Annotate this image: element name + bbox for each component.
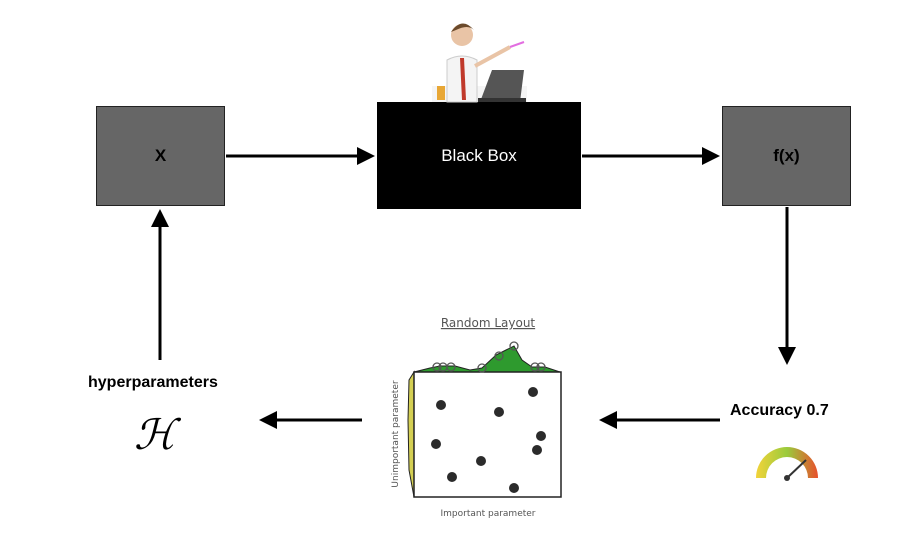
black-box-label: Black Box: [441, 145, 517, 165]
y-axis-label: Unimportant parameter: [391, 380, 401, 487]
sample-point: [476, 456, 486, 466]
output-box-label: f(x): [773, 146, 800, 165]
hyperparameters-label: hyperparameters: [88, 374, 218, 391]
hyperparameter-symbol: ℋ: [134, 410, 176, 459]
x-axis-label: Important parameter: [441, 509, 536, 519]
sample-point: [436, 400, 446, 410]
accuracy-label: Accuracy 0.7: [730, 402, 829, 419]
black-box: Black Box: [377, 102, 581, 209]
sample-point: [447, 472, 457, 482]
gauge-icon: [756, 447, 818, 481]
sample-point: [532, 445, 542, 455]
projected-points-top: [432, 341, 546, 373]
sample-point: [509, 483, 519, 493]
sample-point: [431, 439, 441, 449]
sample-point: [536, 431, 546, 441]
random-layout-title: Random Layout: [441, 316, 536, 330]
input-box: X: [96, 106, 225, 206]
important-parameter-density: [413, 345, 561, 373]
output-box: f(x): [722, 106, 851, 206]
input-box-label: X: [154, 146, 167, 165]
sample-point: [528, 387, 538, 397]
unimportant-parameter-density: [407, 370, 415, 498]
sample-points: [431, 387, 546, 493]
random-layout-plot: Random Layout Important parameter Unimpo…: [391, 316, 562, 519]
sample-point: [494, 407, 504, 417]
presenter-illustration: [432, 23, 527, 103]
